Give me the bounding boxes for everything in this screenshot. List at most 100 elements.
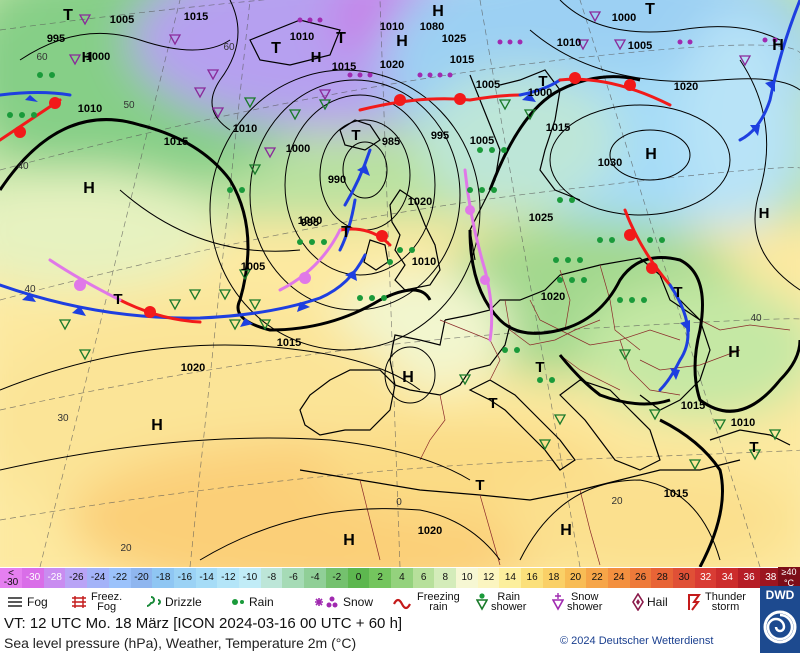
isobar-label: 1015 bbox=[546, 122, 570, 134]
grid-label: 40 bbox=[750, 313, 762, 324]
isobar-label: 995 bbox=[431, 130, 449, 142]
legend-item: Fog bbox=[6, 590, 48, 614]
cold-front-east bbox=[738, 0, 800, 142]
isobar-label: 1005 bbox=[241, 261, 265, 273]
temp-scale-cell: -12 bbox=[217, 568, 240, 588]
isobar-label: 1000 bbox=[298, 215, 322, 227]
isobar-label: 1020 bbox=[380, 59, 404, 71]
cold-front-norway-sea bbox=[343, 148, 372, 207]
high-pressure-marker: H bbox=[772, 37, 784, 54]
isobar-label: 1025 bbox=[529, 212, 553, 224]
temp-scale-cell: 6 bbox=[412, 568, 435, 588]
isobar-label: 1000 bbox=[86, 51, 110, 63]
low-pressure-marker: T bbox=[271, 40, 281, 57]
temp-scale-cell: 28 bbox=[651, 568, 674, 588]
isobar-label: 1015 bbox=[450, 54, 474, 66]
legend-item: Freezing rain bbox=[392, 590, 460, 614]
low-pressure-marker: T bbox=[351, 127, 360, 144]
isobar-label: 1015 bbox=[184, 11, 208, 23]
legend-item: Snow shower bbox=[552, 590, 602, 614]
temp-scale-cell: 4 bbox=[390, 568, 413, 588]
temp-scale-cell: -24 bbox=[87, 568, 110, 588]
drizzle-icon bbox=[146, 594, 165, 610]
low-pressure-marker: T bbox=[673, 284, 682, 301]
coastlines bbox=[249, 19, 791, 501]
valid-time: VT: 12 UTC Mo. 18 März [ICON 2024-03-16 … bbox=[4, 615, 403, 632]
grid-label: 20 bbox=[611, 496, 623, 507]
isobar-label: 1005 bbox=[476, 79, 500, 91]
legend-label: Hail bbox=[647, 594, 668, 609]
isobar-label: 990 bbox=[328, 174, 346, 186]
isobar-label: 985 bbox=[382, 136, 400, 148]
isobar-label: 1015 bbox=[664, 488, 688, 500]
grid-label: 60 bbox=[223, 42, 235, 53]
isobar-label: 1010 bbox=[380, 21, 404, 33]
grid-label: 40 bbox=[24, 284, 36, 295]
warm-front-north-sea bbox=[338, 227, 392, 247]
grid-label: 50 bbox=[123, 100, 135, 111]
low-pressure-marker: T bbox=[538, 73, 547, 90]
isobar-label: 1020 bbox=[541, 291, 565, 303]
cold-front-east-bend bbox=[338, 198, 357, 252]
high-pressure-marker: H bbox=[151, 417, 163, 434]
low-pressure-marker: T bbox=[336, 30, 346, 47]
high-pressure-marker: H bbox=[432, 3, 444, 20]
temp-scale-cell: -18 bbox=[152, 568, 175, 588]
temp-scale-cell: 36 bbox=[738, 568, 761, 588]
temp-scale-cell: 30 bbox=[673, 568, 695, 588]
isobars bbox=[0, 0, 800, 561]
legend-label: Rain shower bbox=[491, 591, 527, 613]
occluded-front-north-sea bbox=[278, 228, 342, 292]
temp-scale-cell: 34 bbox=[716, 568, 739, 588]
bottom-panel: < -30 -30 -28 -26 -24 -22 -20 -18 -16 -14 -12 -10 -8… bbox=[0, 567, 800, 653]
isobar-label: 1030 bbox=[598, 157, 622, 169]
temp-scale-cell: 22 bbox=[586, 568, 609, 588]
high-pressure-marker: H bbox=[560, 522, 572, 539]
temp-scale-cell: 18 bbox=[542, 568, 565, 588]
isobar-label: 1010 bbox=[290, 31, 314, 43]
high-pressure-marker: H bbox=[645, 146, 657, 163]
high-pressure-marker: H bbox=[343, 532, 355, 549]
high-pressure-marker: H bbox=[396, 33, 408, 50]
isobar-label: 1005 bbox=[110, 14, 134, 26]
high-pressure-marker: H bbox=[311, 49, 322, 66]
isobar-label: 1010 bbox=[78, 103, 102, 115]
legend-item: Drizzle bbox=[146, 590, 202, 614]
rain-icon bbox=[230, 594, 249, 610]
warm-front-poland bbox=[623, 208, 672, 287]
temp-scale-cell: -22 bbox=[108, 568, 131, 588]
temp-scale-cell: 32 bbox=[694, 568, 717, 588]
temp-scale-cell: 16 bbox=[521, 568, 544, 588]
legend-label: Fog bbox=[27, 594, 48, 609]
temp-scale-cell: 2 bbox=[369, 568, 392, 588]
temp-scale-cell: 14 bbox=[499, 568, 522, 588]
low-pressure-marker: T bbox=[63, 7, 73, 24]
high-pressure-marker: H bbox=[82, 49, 93, 66]
snow-shower-icon bbox=[552, 593, 567, 611]
fog-icon bbox=[6, 595, 27, 609]
grid-labels: 60 60 50 40 40 30 20 0 20 40 bbox=[17, 42, 762, 554]
low-pressure-marker: T bbox=[475, 477, 484, 494]
warm-front-atlantic bbox=[118, 298, 202, 324]
legend-item: Rain shower bbox=[476, 590, 526, 614]
hail-icon bbox=[632, 593, 647, 611]
isobar-label: 1015 bbox=[681, 400, 705, 412]
legend-label: Freez. Fog bbox=[91, 591, 123, 613]
temp-scale-cell: 20 bbox=[564, 568, 587, 588]
isobar-label: 1015 bbox=[164, 136, 188, 148]
dwd-logo: DWD bbox=[760, 586, 800, 653]
grid-label: 60 bbox=[36, 52, 48, 63]
isobar-label: 1020 bbox=[418, 525, 442, 537]
isobar-label: 1010 bbox=[557, 37, 581, 49]
front-symbols bbox=[14, 72, 775, 380]
legend-label: Snow bbox=[343, 594, 374, 609]
low-pressure-marker: T bbox=[535, 359, 544, 376]
isobar-label: 1010 bbox=[412, 256, 436, 268]
grid-label: 40 bbox=[17, 161, 29, 172]
temp-scale-cell: 24 bbox=[607, 568, 630, 588]
temp-scale-cell: -28 bbox=[43, 568, 66, 588]
high-pressure-marker: H bbox=[402, 369, 414, 386]
